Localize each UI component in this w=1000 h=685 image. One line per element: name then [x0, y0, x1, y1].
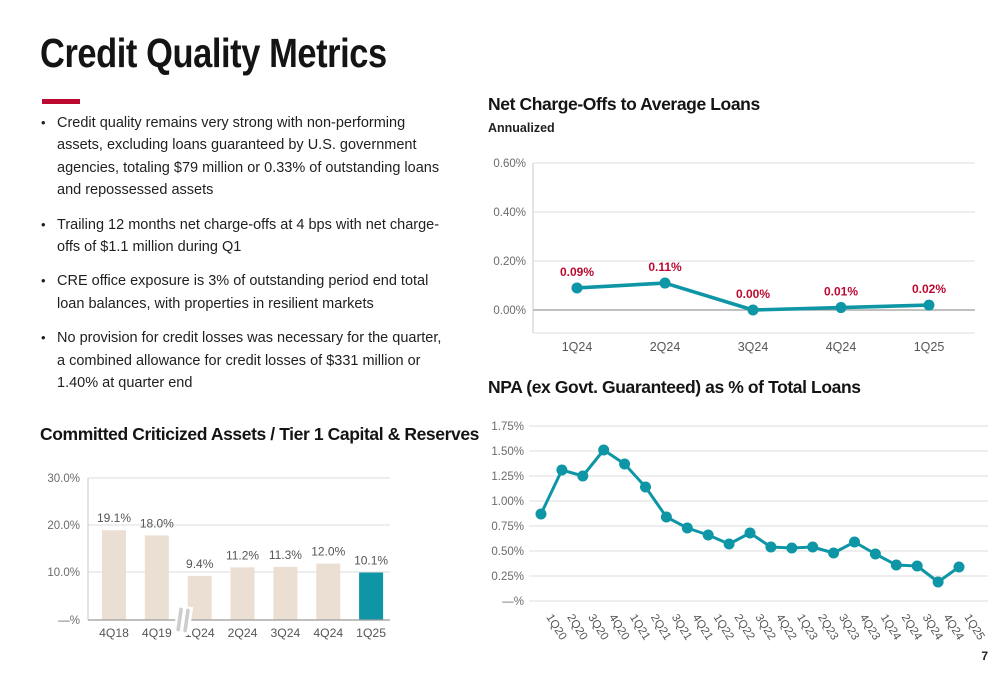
- svg-text:4Q21: 4Q21: [690, 612, 715, 642]
- svg-text:19.1%: 19.1%: [97, 511, 131, 525]
- svg-text:0.60%: 0.60%: [493, 158, 526, 170]
- svg-text:3Q22: 3Q22: [752, 612, 777, 642]
- svg-text:0.20%: 0.20%: [493, 256, 526, 268]
- bullet-list: Credit quality remains very strong with …: [40, 112, 446, 406]
- svg-text:1Q25: 1Q25: [356, 626, 386, 640]
- svg-text:—%: —%: [502, 596, 524, 608]
- criticized-assets-chart-title: Committed Criticized Assets / Tier 1 Cap…: [40, 424, 479, 444]
- svg-text:3Q24: 3Q24: [920, 612, 945, 643]
- svg-text:2Q22: 2Q22: [732, 612, 757, 642]
- svg-text:0.11%: 0.11%: [648, 260, 682, 274]
- svg-text:11.2%: 11.2%: [226, 548, 259, 562]
- svg-text:0.75%: 0.75%: [491, 521, 524, 533]
- svg-text:4Q24: 4Q24: [941, 612, 966, 643]
- criticized-assets-bar-chart: 30.0% 20.0% 10.0% —% 19.1% 18.0% 9.4% 11.2% 11.3…: [47, 473, 390, 640]
- axis-break-marker: [173, 605, 194, 635]
- bullet-item: Trailing 12 months net charge-offs at 4 …: [40, 214, 446, 259]
- svg-text:1.25%: 1.25%: [491, 471, 524, 483]
- svg-text:1Q20: 1Q20: [543, 612, 568, 642]
- svg-text:4Q18: 4Q18: [99, 626, 129, 640]
- svg-text:4Q19: 4Q19: [142, 626, 172, 640]
- npa-line-chart: 1.75% 1.50% 1.25% 1.00% 0.75% 0.50% 0.25% —% 1Q2…: [491, 421, 988, 643]
- svg-text:1Q24: 1Q24: [878, 612, 903, 643]
- svg-text:2Q20: 2Q20: [564, 612, 589, 642]
- nco-chart-title: Net Charge-Offs to Average Loans: [488, 94, 760, 114]
- svg-text:0.40%: 0.40%: [493, 207, 526, 219]
- svg-text:18.0%: 18.0%: [140, 516, 174, 530]
- nco-chart-subtitle: Annualized: [488, 121, 555, 135]
- page-title: Credit Quality Metrics: [40, 30, 387, 76]
- svg-text:10.0%: 10.0%: [47, 567, 80, 579]
- svg-text:0.00%: 0.00%: [493, 305, 526, 317]
- page-number: 7: [981, 649, 988, 663]
- svg-text:2Q24: 2Q24: [650, 340, 681, 354]
- svg-text:0.09%: 0.09%: [560, 265, 594, 279]
- svg-text:1Q25: 1Q25: [914, 340, 945, 354]
- svg-text:1Q25: 1Q25: [961, 612, 986, 642]
- npa-chart-title: NPA (ex Govt. Guaranteed) as % of Total …: [488, 377, 861, 397]
- svg-text:1Q23: 1Q23: [794, 612, 819, 642]
- svg-text:2Q23: 2Q23: [815, 612, 840, 642]
- svg-text:1Q21: 1Q21: [627, 612, 652, 642]
- svg-text:0.01%: 0.01%: [824, 285, 858, 299]
- bullet-item: CRE office exposure is 3% of outstanding…: [40, 270, 446, 315]
- svg-text:3Q24: 3Q24: [270, 626, 300, 640]
- svg-text:0.02%: 0.02%: [912, 282, 946, 296]
- svg-text:20.0%: 20.0%: [47, 520, 80, 532]
- net-charge-offs-line-chart: 0.60% 0.40% 0.20% 0.00% 0.09% 0.11% 0.00% 0.01%…: [493, 158, 975, 354]
- svg-text:11.3%: 11.3%: [269, 548, 302, 562]
- svg-text:1.50%: 1.50%: [491, 446, 524, 458]
- svg-text:4Q24: 4Q24: [313, 626, 343, 640]
- svg-text:1Q24: 1Q24: [562, 340, 593, 354]
- svg-text:10.1%: 10.1%: [354, 554, 388, 568]
- svg-text:2Q24: 2Q24: [899, 612, 924, 643]
- svg-text:4Q22: 4Q22: [773, 612, 798, 642]
- svg-text:3Q20: 3Q20: [585, 612, 610, 642]
- svg-text:1Q24: 1Q24: [185, 626, 215, 640]
- svg-text:2Q21: 2Q21: [648, 612, 673, 642]
- svg-text:0.00%: 0.00%: [736, 287, 770, 301]
- svg-text:4Q20: 4Q20: [606, 612, 631, 642]
- bullet-item: No provision for credit losses was neces…: [40, 327, 446, 394]
- svg-text:30.0%: 30.0%: [47, 473, 80, 485]
- svg-text:3Q21: 3Q21: [669, 612, 694, 642]
- svg-text:3Q24: 3Q24: [738, 340, 769, 354]
- svg-text:4Q23: 4Q23: [857, 612, 882, 642]
- svg-text:1Q22: 1Q22: [711, 612, 736, 642]
- svg-text:0.50%: 0.50%: [491, 546, 524, 558]
- title-accent-dash: [42, 99, 80, 104]
- svg-text:1.00%: 1.00%: [491, 496, 524, 508]
- svg-text:0.25%: 0.25%: [491, 571, 524, 583]
- svg-text:3Q23: 3Q23: [836, 612, 861, 642]
- svg-text:2Q24: 2Q24: [228, 626, 258, 640]
- svg-text:9.4%: 9.4%: [186, 557, 214, 571]
- svg-text:12.0%: 12.0%: [311, 545, 345, 559]
- svg-text:—%: —%: [58, 615, 80, 627]
- bullet-item: Credit quality remains very strong with …: [40, 112, 446, 202]
- svg-text:4Q24: 4Q24: [826, 340, 857, 354]
- svg-text:1.75%: 1.75%: [491, 421, 524, 433]
